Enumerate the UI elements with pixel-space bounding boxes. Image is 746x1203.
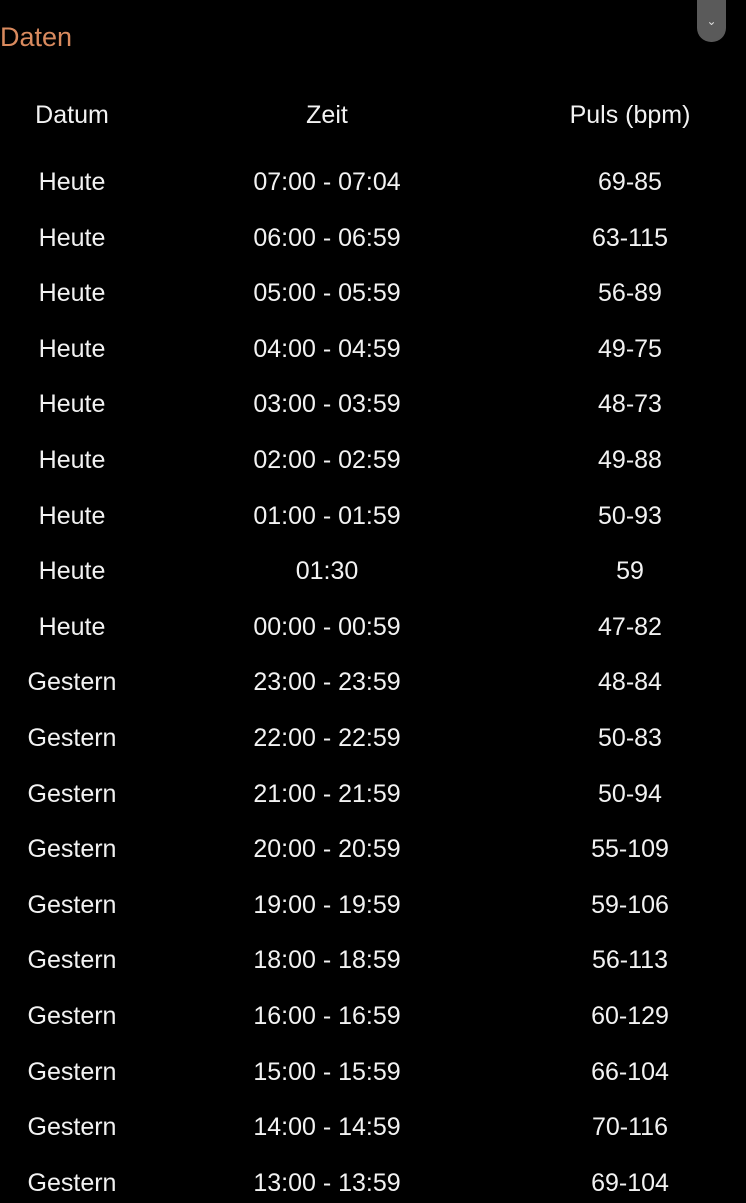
cell-datum: Heute <box>38 390 106 419</box>
table-row[interactable]: Heute 03:00 - 03:59 48-73 <box>0 384 746 424</box>
cell-puls: 50-93 <box>598 501 662 530</box>
header-zeit: Zeit <box>306 101 348 129</box>
table-row[interactable]: Heute 07:00 - 07:04 69-85 <box>0 162 746 202</box>
cell-zeit: 01:30 <box>295 557 359 586</box>
cell-puls: 66-104 <box>591 1057 669 1086</box>
table-row[interactable]: Gestern 18:00 - 18:59 56-113 <box>0 940 746 980</box>
table-row[interactable]: Gestern 19:00 - 19:59 59-106 <box>0 885 746 925</box>
cell-puls: 49-75 <box>598 334 662 363</box>
table-row[interactable]: Gestern 14:00 - 14:59 70-116 <box>0 1107 746 1147</box>
table-row[interactable]: Gestern 15:00 - 15:59 66-104 <box>0 1052 746 1092</box>
cell-puls: 56-113 <box>592 946 668 975</box>
cell-datum: Heute <box>38 612 106 641</box>
table-row[interactable]: Heute 04:00 - 04:59 49-75 <box>0 329 746 369</box>
cell-zeit: 00:00 - 00:59 <box>253 612 401 641</box>
cell-zeit: 05:00 - 05:59 <box>253 279 401 308</box>
table-row[interactable]: Heute 01:30 59 <box>0 551 746 591</box>
cell-puls: 48-73 <box>598 390 662 419</box>
cell-puls: 59 <box>616 557 644 586</box>
cell-datum: Gestern <box>27 668 117 697</box>
cell-datum: Gestern <box>27 1113 117 1142</box>
cell-zeit: 15:00 - 15:59 <box>253 1057 401 1086</box>
cell-datum: Heute <box>38 168 106 196</box>
cell-datum: Heute <box>38 501 106 530</box>
cell-puls: 60-129 <box>591 1002 669 1030</box>
cell-datum: Gestern <box>27 946 117 975</box>
cell-datum: Heute <box>38 223 106 252</box>
cell-datum: Gestern <box>27 724 117 752</box>
cell-zeit: 04:00 - 04:59 <box>253 334 401 363</box>
cell-puls: 70-116 <box>592 1113 668 1142</box>
table-row[interactable]: Gestern 13:00 - 13:59 69-104 <box>0 1163 746 1203</box>
table-row[interactable]: Heute 02:00 - 02:59 49-88 <box>0 440 746 480</box>
cell-datum: Gestern <box>27 1057 117 1086</box>
table-row[interactable]: Gestern 16:00 - 16:59 60-129 <box>0 996 746 1036</box>
cell-zeit: 14:00 - 14:59 <box>253 1113 401 1142</box>
cell-zeit: 16:00 - 16:59 <box>253 1002 401 1030</box>
cell-datum: Heute <box>38 334 106 363</box>
cell-datum: Gestern <box>27 1168 117 1197</box>
cell-zeit: 03:00 - 03:59 <box>253 390 401 419</box>
cell-zeit: 20:00 - 20:59 <box>253 835 401 864</box>
cell-datum: Heute <box>38 279 106 308</box>
cell-puls: 55-109 <box>591 835 669 864</box>
section-title: Daten <box>0 22 73 52</box>
cell-zeit: 01:00 - 01:59 <box>253 501 401 530</box>
cell-puls: 50-83 <box>598 724 662 752</box>
cell-datum: Gestern <box>27 1002 117 1030</box>
cell-puls: 50-94 <box>598 779 662 808</box>
cell-puls: 59-106 <box>591 890 669 919</box>
table-row[interactable]: Gestern 23:00 - 23:59 48-84 <box>0 662 746 702</box>
cell-zeit: 22:00 - 22:59 <box>253 724 401 752</box>
chevron-down-icon: ⌄ <box>706 14 717 28</box>
cell-datum: Gestern <box>27 835 117 864</box>
cell-datum: Heute <box>38 557 106 586</box>
cell-datum: Heute <box>38 446 106 474</box>
header-datum: Datum <box>35 101 109 129</box>
cell-puls: 56-89 <box>598 279 662 308</box>
cell-datum: Gestern <box>27 779 117 808</box>
table-row[interactable]: Gestern 21:00 - 21:59 50-94 <box>0 774 746 814</box>
cell-puls: 49-88 <box>598 446 662 474</box>
scroll-handle[interactable]: ⌄ <box>697 0 726 42</box>
header-puls: Puls (bpm) <box>569 101 691 129</box>
table-row[interactable]: Gestern 20:00 - 20:59 55-109 <box>0 829 746 869</box>
cell-zeit: 13:00 - 13:59 <box>253 1168 401 1197</box>
cell-zeit: 02:00 - 02:59 <box>253 446 401 474</box>
table-header: Datum Zeit Puls (bpm) <box>0 95 746 135</box>
cell-puls: 48-84 <box>598 668 662 697</box>
cell-zeit: 23:00 - 23:59 <box>253 668 401 697</box>
table-row[interactable]: Heute 01:00 - 01:59 50-93 <box>0 496 746 536</box>
cell-puls: 47-82 <box>598 612 662 641</box>
cell-zeit: 18:00 - 18:59 <box>253 946 401 975</box>
table-row[interactable]: Heute 05:00 - 05:59 56-89 <box>0 273 746 313</box>
cell-datum: Gestern <box>27 890 117 919</box>
cell-zeit: 07:00 - 07:04 <box>253 168 401 196</box>
table-row[interactable]: Heute 00:00 - 00:59 47-82 <box>0 607 746 647</box>
cell-zeit: 06:00 - 06:59 <box>253 223 401 252</box>
cell-puls: 63-115 <box>592 223 668 252</box>
cell-puls: 69-85 <box>598 168 662 196</box>
cell-puls: 69-104 <box>591 1168 669 1197</box>
table-row[interactable]: Gestern 22:00 - 22:59 50-83 <box>0 718 746 758</box>
cell-zeit: 19:00 - 19:59 <box>253 890 401 919</box>
cell-zeit: 21:00 - 21:59 <box>253 779 401 808</box>
table-row[interactable]: Heute 06:00 - 06:59 63-115 <box>0 218 746 258</box>
